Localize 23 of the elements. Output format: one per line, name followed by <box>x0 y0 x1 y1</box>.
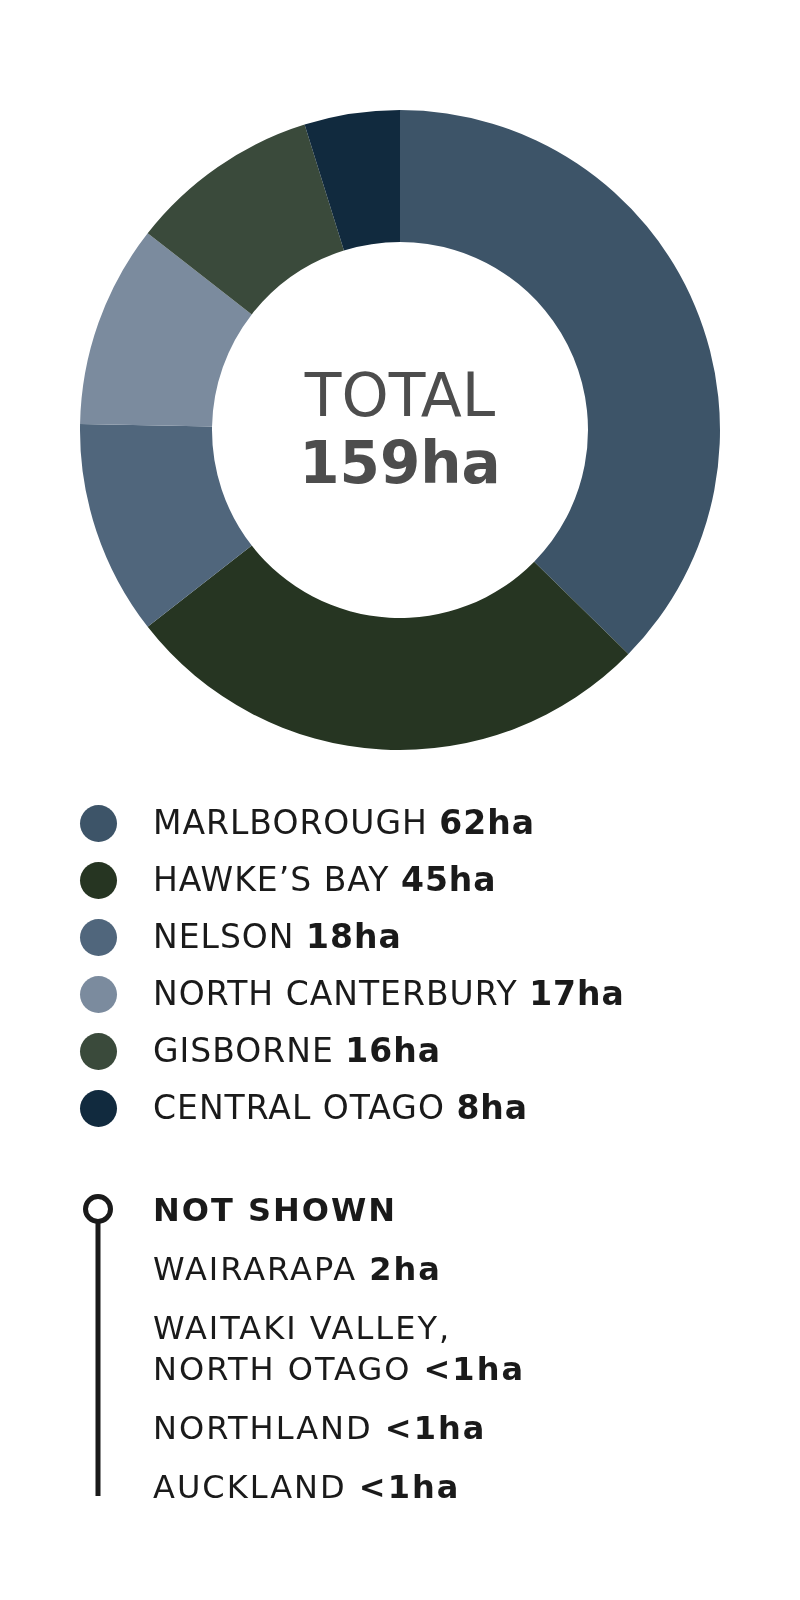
donut-slice <box>147 545 629 750</box>
data-label: 45ha <box>400 859 497 899</box>
text: NORTHLAND <1ha <box>153 1408 488 1449</box>
legend-label: NELSON <box>153 916 307 956</box>
text: AUCKLAND <1ha <box>153 1467 462 1508</box>
legend-label: NORTH CANTERBURY <box>153 973 530 1013</box>
donut-slice <box>147 124 344 315</box>
data-label: 17ha <box>529 973 625 1013</box>
legend-label: CENTRAL OTAGO <box>153 1087 457 1127</box>
text: WAITAKI VALLEY, NORTH OTAGO <1ha <box>153 1308 526 1390</box>
donut-slice <box>80 423 252 627</box>
donut-slice <box>304 110 400 251</box>
data-label: 18ha <box>306 916 402 956</box>
text: NOT SHOWN <box>153 1191 398 1229</box>
text: WAIRARAPA 2ha <box>153 1249 443 1290</box>
legend-label: GISBORNE <box>153 1030 346 1070</box>
data-label: 16ha <box>345 1030 441 1070</box>
text: TOTAL 159ha <box>299 360 501 497</box>
data-label: 62ha <box>439 802 536 842</box>
legend-label: HAWKE’S BAY <box>153 859 401 899</box>
data-label: 8ha <box>456 1087 529 1127</box>
legend-label: MARLBOROUGH <box>153 802 440 842</box>
donut-slice <box>80 233 252 427</box>
